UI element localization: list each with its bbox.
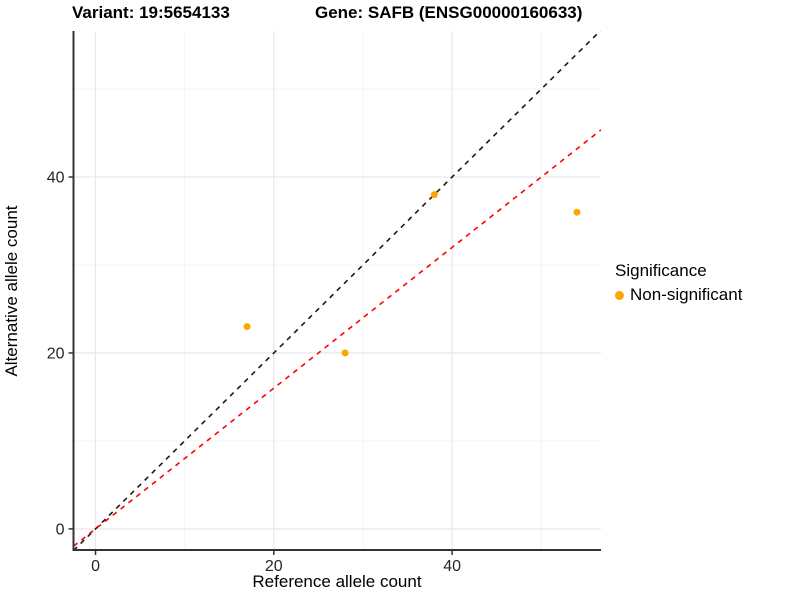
y-tick-label: 20 [47,345,65,362]
data-point[interactable] [341,349,349,357]
y-tick-label: 0 [56,521,65,538]
legend-title: Significance [615,261,707,280]
x-axis-label: Reference allele count [252,572,422,591]
axis-lines [72,31,601,551]
data-point[interactable] [430,191,438,199]
gridlines [73,31,601,550]
legend-item-non-significant[interactable]: Non-significant [615,285,742,305]
legend-item-label: Non-significant [630,285,743,304]
legend: Significance Non-significant [615,261,742,305]
x-tick-label: 20 [265,558,283,575]
axis-ticks: 0 20 40 0 20 40 [47,170,461,575]
y-tick-label: 40 [47,170,65,187]
data-point[interactable] [243,323,251,331]
data-point[interactable] [573,208,581,216]
fitted-line [73,129,601,547]
x-tick-label: 0 [91,558,100,575]
x-tick-label: 40 [443,558,461,575]
plot-title-variant: Variant: 19:5654133 [72,3,230,22]
data-points [243,191,581,357]
plot-title-gene: Gene: SAFB (ENSG00000160633) [315,3,583,22]
identity-line [73,31,601,550]
y-axis-label: Alternative allele count [2,205,21,377]
legend-point-icon [615,290,624,300]
